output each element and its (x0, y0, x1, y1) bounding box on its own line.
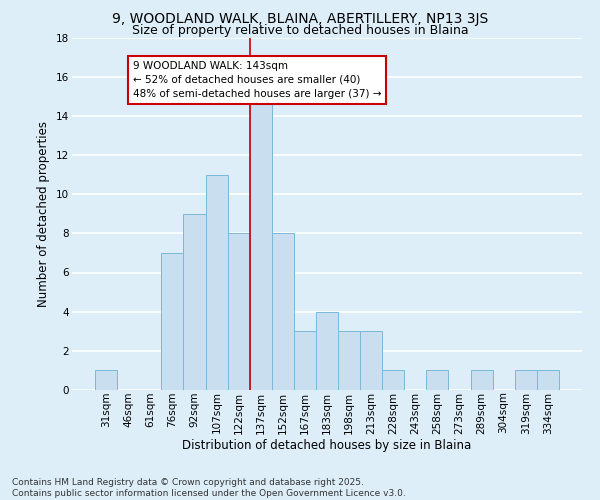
Bar (470, 370, 493, 390)
Y-axis label: Number of detached properties: Number of detached properties (37, 120, 50, 306)
Bar (360, 331, 382, 390)
Bar (206, 174, 227, 390)
Bar (95, 370, 117, 390)
Bar (294, 331, 316, 390)
Text: Contains HM Land Registry data © Crown copyright and database right 2025.
Contai: Contains HM Land Registry data © Crown c… (12, 478, 406, 498)
X-axis label: Distribution of detached houses by size in Blaina: Distribution of detached houses by size … (182, 439, 472, 452)
Bar (338, 331, 360, 390)
Bar (184, 214, 206, 390)
Text: Size of property relative to detached houses in Blaina: Size of property relative to detached ho… (131, 24, 469, 37)
Bar (227, 234, 250, 390)
Bar (382, 370, 404, 390)
Bar (515, 370, 537, 390)
Bar (427, 370, 448, 390)
Text: 9 WOODLAND WALK: 143sqm
← 52% of detached houses are smaller (40)
48% of semi-de: 9 WOODLAND WALK: 143sqm ← 52% of detache… (133, 61, 381, 99)
Text: 9, WOODLAND WALK, BLAINA, ABERTILLERY, NP13 3JS: 9, WOODLAND WALK, BLAINA, ABERTILLERY, N… (112, 12, 488, 26)
Bar (537, 370, 559, 390)
Bar (250, 96, 272, 390)
Bar (161, 253, 184, 390)
Bar (316, 312, 338, 390)
Bar (272, 234, 294, 390)
